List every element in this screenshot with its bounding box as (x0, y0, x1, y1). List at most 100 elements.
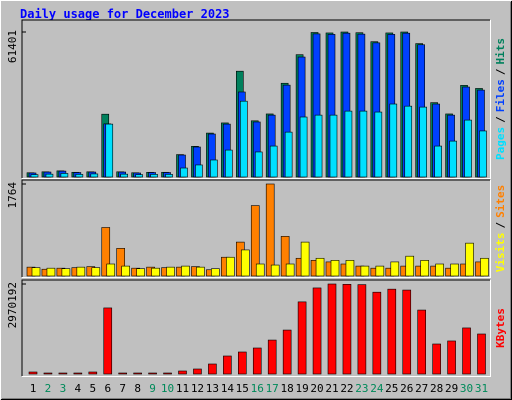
x-tick-label: 28 (430, 382, 443, 395)
y-tick-label: 1764 (6, 182, 19, 209)
bar (417, 309, 427, 375)
bar (357, 284, 367, 375)
bar (297, 301, 307, 375)
bar (75, 174, 84, 178)
bar (178, 370, 187, 375)
legend-entry: Hits (494, 38, 507, 65)
legend: Visits / Sites (494, 185, 507, 273)
bar (28, 371, 38, 375)
bar (211, 268, 220, 277)
bar (282, 329, 292, 375)
x-tick-label: 18 (281, 382, 294, 395)
legend-entry: Pages (494, 127, 507, 160)
bar (45, 173, 54, 178)
legend-separator: / (494, 116, 507, 123)
frame-light (22, 20, 491, 179)
bar (402, 289, 412, 375)
x-tick-label: 29 (445, 382, 458, 395)
bar (166, 266, 175, 277)
bar (462, 327, 471, 375)
bar (465, 242, 474, 277)
x-tick-label: 30 (460, 382, 473, 395)
plots: 61401Pages/Files/Hits1764Visits/Sites297… (6, 19, 507, 395)
legend-entry: Sites (494, 185, 507, 218)
y-tick-label: 2970192 (6, 282, 19, 328)
bar (61, 268, 71, 277)
x-tick-label: 23 (355, 382, 368, 395)
bar (270, 264, 280, 277)
bar (254, 151, 263, 178)
bar (314, 114, 323, 178)
legend-entry: Files (494, 79, 507, 112)
bar (208, 363, 217, 375)
bar (345, 260, 355, 277)
bar (225, 149, 233, 178)
bar (30, 174, 39, 178)
legend: KBytes (494, 308, 507, 348)
x-tick-label: 27 (415, 382, 428, 395)
bar (60, 173, 69, 178)
bar (434, 145, 442, 178)
x-tick-label: 22 (340, 382, 353, 395)
bar (299, 116, 308, 178)
legend-separator: / (494, 68, 507, 75)
bar (240, 100, 248, 178)
bar (360, 265, 370, 277)
x-tick-label: 16 (251, 382, 264, 395)
bar (151, 267, 160, 277)
bar (118, 372, 127, 375)
x-tick-label: 17 (266, 382, 279, 395)
x-tick-label: 26 (400, 382, 413, 395)
legend-separator: / (494, 222, 507, 229)
x-tick-label: 15 (236, 382, 249, 395)
bar (73, 372, 83, 375)
bar (372, 291, 382, 375)
x-tick-label: 8 (134, 382, 141, 395)
bar (165, 174, 173, 178)
bar (405, 255, 415, 277)
bar (330, 260, 340, 277)
bar (329, 114, 338, 178)
bar (31, 267, 41, 277)
bar (480, 257, 489, 277)
bar (120, 173, 128, 178)
bar (285, 263, 295, 277)
frame-light (22, 180, 491, 278)
bar (344, 110, 353, 178)
bar (46, 267, 56, 277)
legend-entry: KBytes (494, 308, 507, 348)
x-tick-label: 24 (370, 382, 384, 395)
bar (374, 111, 383, 178)
bar (250, 205, 260, 277)
frame-light (22, 280, 491, 377)
bar (265, 183, 275, 277)
bar (312, 287, 322, 375)
bar (435, 263, 444, 277)
bar (90, 173, 99, 178)
bar (387, 288, 397, 375)
legend-entry: Visits (494, 233, 507, 273)
bar (464, 119, 472, 178)
bar (238, 351, 247, 375)
x-tick-label: 2 (45, 382, 52, 395)
x-tick-label: 5 (89, 382, 96, 395)
frame-dark (21, 19, 490, 178)
bar (241, 249, 250, 277)
x-tick-label: 14 (221, 382, 235, 395)
frame-dark (21, 279, 490, 376)
x-tick-label: 4 (75, 382, 82, 395)
bar (101, 227, 111, 277)
x-tick-label: 3 (60, 382, 67, 395)
bar (43, 372, 53, 375)
bar (327, 283, 337, 375)
bar (121, 265, 130, 277)
bar (180, 167, 188, 178)
bar (269, 145, 278, 178)
x-tick-label: 10 (161, 382, 174, 395)
bar (150, 174, 158, 178)
bar (58, 372, 68, 375)
bar (390, 261, 400, 277)
bar (136, 268, 145, 277)
